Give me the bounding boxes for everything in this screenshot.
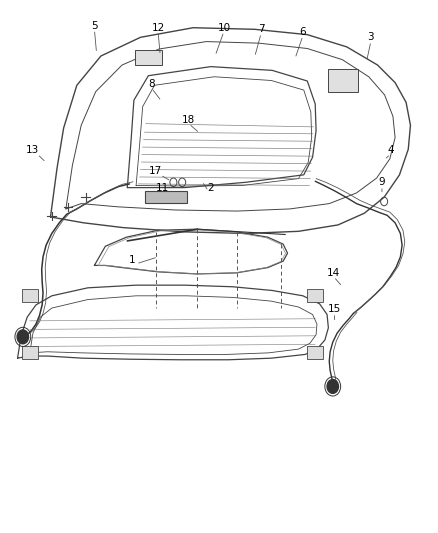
Bar <box>307 346 322 359</box>
Circle shape <box>17 330 28 344</box>
Text: 14: 14 <box>326 268 339 278</box>
Text: 4: 4 <box>386 146 393 155</box>
Circle shape <box>326 379 338 393</box>
Text: 5: 5 <box>91 21 98 30</box>
Bar <box>22 289 38 302</box>
Bar <box>22 346 38 359</box>
Text: 3: 3 <box>367 33 374 42</box>
Bar <box>135 50 162 65</box>
Text: 7: 7 <box>257 25 264 34</box>
Bar <box>145 191 186 203</box>
Text: 2: 2 <box>207 183 214 192</box>
Text: 10: 10 <box>217 23 230 33</box>
Text: 6: 6 <box>299 27 306 37</box>
Text: 8: 8 <box>148 79 155 89</box>
Text: 9: 9 <box>378 177 385 187</box>
Bar <box>307 289 322 302</box>
Text: 12: 12 <box>151 23 164 33</box>
Bar <box>328 69 357 92</box>
Text: 18: 18 <box>182 115 195 125</box>
Text: 11: 11 <box>155 183 169 192</box>
Text: 13: 13 <box>26 146 39 155</box>
Text: 1: 1 <box>128 255 135 265</box>
Text: 17: 17 <box>149 166 162 175</box>
Text: 15: 15 <box>327 304 340 314</box>
